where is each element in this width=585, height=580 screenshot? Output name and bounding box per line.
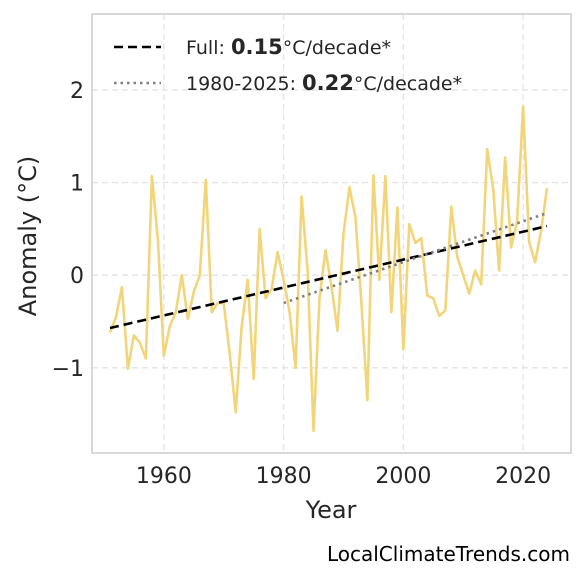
legend-entry: Full: 0.15°C/decade* bbox=[186, 35, 391, 59]
plot-series bbox=[108, 105, 549, 433]
y-tick-label: 2 bbox=[70, 79, 84, 104]
plot-frame bbox=[91, 13, 572, 454]
grid-lines bbox=[92, 14, 571, 453]
full-trend-line bbox=[109, 224, 548, 330]
y-tick-label: 0 bbox=[70, 264, 84, 289]
y-axis-title: Anomaly (°C) bbox=[14, 156, 42, 316]
x-axis-title: Year bbox=[305, 496, 357, 524]
anomaly-series-line bbox=[108, 105, 549, 433]
site-credit: LocalClimateTrends.com bbox=[327, 542, 570, 566]
legend: Full: 0.15°C/decade* 1980-2025: 0.22°C/de… bbox=[114, 35, 462, 95]
tick-labels: 1960 1980 2000 2020 −1 0 1 2 bbox=[52, 79, 552, 489]
y-tick-label: −1 bbox=[52, 357, 84, 382]
x-tick-label: 1980 bbox=[256, 464, 312, 489]
x-tick-label: 2020 bbox=[495, 464, 551, 489]
legend-entry: 1980-2025: 0.22°C/decade* bbox=[186, 71, 462, 95]
recent-trend-line bbox=[283, 211, 548, 305]
x-tick-label: 1960 bbox=[136, 464, 192, 489]
y-tick-label: 1 bbox=[70, 172, 84, 197]
x-tick-label: 2000 bbox=[375, 464, 431, 489]
